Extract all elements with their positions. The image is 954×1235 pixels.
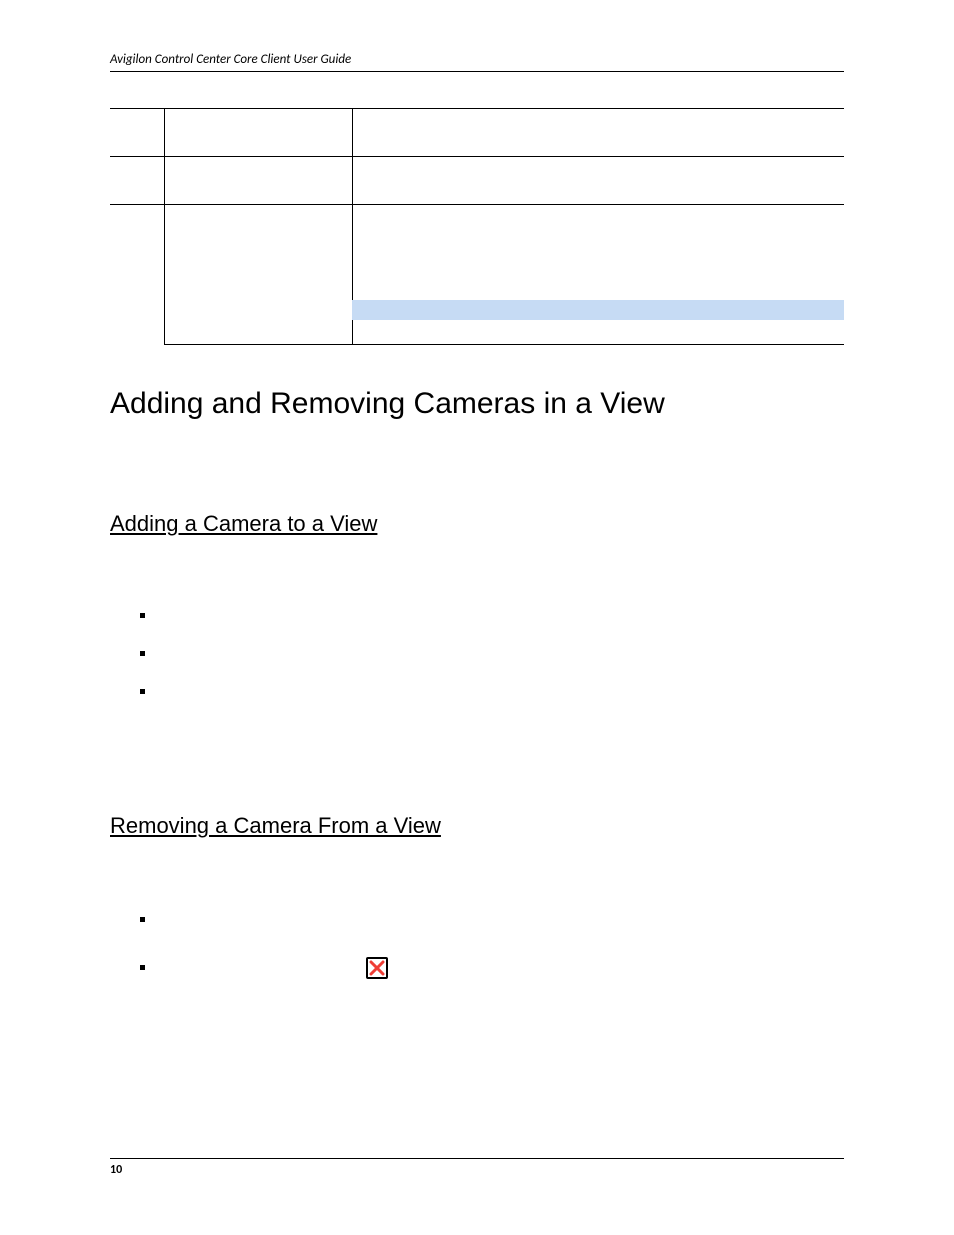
- list-item: [140, 909, 844, 931]
- remove-camera-list: [140, 909, 844, 979]
- table-wrapper: [110, 108, 844, 345]
- section-heading: Adding and Removing Cameras in a View: [110, 387, 844, 421]
- table-cell: [164, 109, 352, 157]
- subsection-heading-remove: Removing a Camera From a View: [110, 813, 844, 839]
- running-header: Avigilon Control Center Core Client User…: [110, 52, 844, 72]
- table-row: [110, 109, 844, 157]
- list-item: [140, 683, 844, 703]
- text-highlight: [352, 300, 844, 320]
- subsection-heading-add: Adding a Camera to a View: [110, 511, 844, 537]
- page-number: 10: [110, 1163, 122, 1177]
- table-cell: [352, 205, 844, 345]
- table-row: [110, 157, 844, 205]
- table-row: [110, 205, 844, 345]
- list-item: [140, 607, 844, 627]
- page: Avigilon Control Center Core Client User…: [0, 0, 954, 1235]
- table-cell: [110, 205, 164, 345]
- close-icon: [366, 957, 388, 979]
- table-cell: [164, 157, 352, 205]
- table-cell: [352, 109, 844, 157]
- table-cell: [110, 157, 164, 205]
- list-item: [140, 957, 844, 979]
- table-cell: [352, 157, 844, 205]
- list-item: [140, 645, 844, 665]
- add-camera-list: [140, 607, 844, 703]
- table-cell: [164, 205, 352, 345]
- table-cell: [110, 109, 164, 157]
- page-footer: 10: [110, 1158, 844, 1177]
